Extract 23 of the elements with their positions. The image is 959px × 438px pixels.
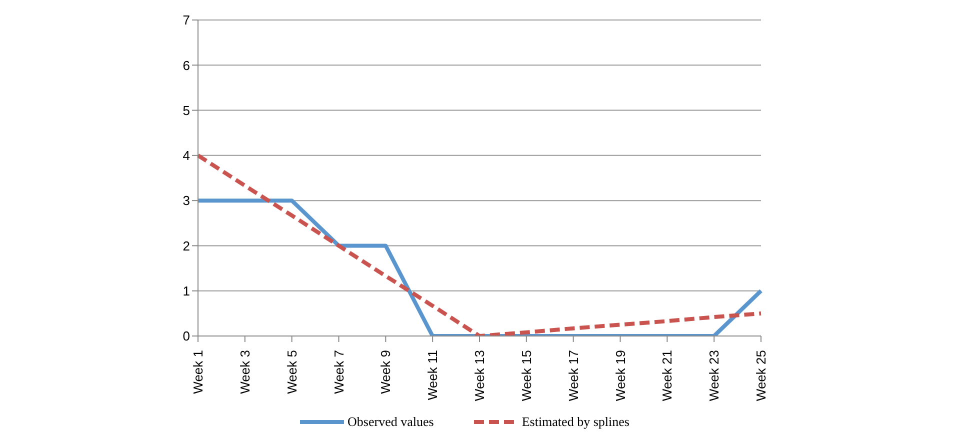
x-tick-label: Week 3 [237,350,252,394]
y-tick-label: 7 [182,12,190,28]
y-tick-label: 4 [182,148,190,164]
y-tick-label: 3 [182,193,190,208]
x-tick-label: Week 7 [331,350,346,394]
y-tick-label: 2 [182,238,190,254]
x-tick-label: Week 25 [754,350,768,402]
x-tick-label: Week 19 [612,350,628,402]
x-tick-label: Week 9 [378,350,394,394]
x-tick-label: Week 5 [284,350,300,394]
y-tick-label: 6 [182,58,190,73]
x-tick-label: Week 13 [472,350,487,402]
y-tick-label: 0 [182,328,190,344]
y-tick-label: 1 [182,283,190,298]
x-tick-label: Week 17 [566,350,581,402]
x-tick-label: Week 11 [425,350,440,400]
x-tick-label: Week 23 [706,350,722,402]
y-tick-label: 5 [182,102,190,118]
legend-label: Observed values [348,414,434,430]
x-tick-label: Week 15 [518,350,534,402]
legend-label: Estimated by splines [522,414,630,430]
x-tick-label: Week 21 [660,350,675,402]
x-tick-label: Week 1 [190,350,206,394]
